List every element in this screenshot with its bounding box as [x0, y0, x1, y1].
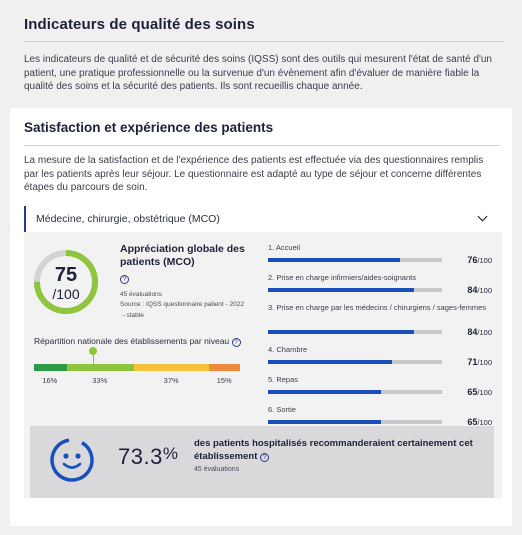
evaluation-count: 45 évaluations — [120, 291, 162, 298]
help-icon[interactable]: ? — [231, 338, 241, 347]
position-marker — [89, 347, 97, 355]
criterion-score-suffix: /100 — [477, 328, 492, 337]
smiley-icon — [50, 438, 94, 482]
criterion-score: 84/100 — [467, 285, 492, 295]
criterion-score-value: 84 — [467, 327, 478, 337]
criterion-score: 65/100 — [467, 387, 492, 397]
section-description: La mesure de la satisfaction et de l'exp… — [24, 155, 484, 193]
percent-sign: % — [162, 444, 179, 463]
accordion-header[interactable]: Médecine, chirurgie, obstétrique (MCO) — [24, 206, 502, 232]
divider — [24, 41, 504, 42]
recommendation-value: 73.3 — [118, 444, 163, 469]
quality-header: Indicateurs de qualité des soins Les ind… — [0, 0, 522, 106]
distribution-segment — [34, 364, 67, 371]
satisfaction-card: Satisfaction et expérience des patients … — [10, 108, 512, 526]
recommendation-evaluations: 45 évaluations — [194, 466, 240, 473]
trend: →stable — [120, 312, 252, 319]
distribution-percent: 15% — [216, 376, 232, 385]
criterion-bar-fill — [268, 359, 392, 364]
criterion-bar-fill — [268, 419, 382, 424]
criterion-label: 4. Chambre — [268, 345, 308, 354]
criterion-bar — [268, 419, 442, 424]
criterion-score-value: 65 — [467, 386, 478, 397]
criterion-score-suffix: /100 — [477, 417, 492, 427]
chevron-down-icon[interactable] — [477, 213, 488, 224]
repartition-title: Répartition nationale des établissements… — [34, 336, 241, 347]
distribution-percent: 37% — [163, 376, 179, 385]
recommendation-percent: 73.3% — [118, 444, 178, 470]
distribution-segment — [66, 364, 134, 371]
arrow-right-icon: → — [120, 312, 127, 319]
position-marker-line — [92, 355, 94, 364]
recommendation-box: 73.3% des patients hospitalisés recomman… — [30, 426, 494, 498]
page-description: Les indicateurs de qualité et de sécurit… — [24, 54, 492, 92]
distribution-segment — [209, 364, 240, 371]
accordion-label: Médecine, chirurgie, obstétrique (MCO) — [36, 213, 220, 225]
criterion-score: 76/100 — [467, 255, 492, 265]
score-value: 75 — [54, 264, 78, 286]
criterion-score: 71/100 — [467, 357, 492, 367]
score-ring-icon — [34, 250, 98, 314]
distribution-percent: 33% — [92, 376, 108, 385]
criterion-bar-fill — [268, 389, 382, 394]
criterion-bar — [268, 257, 442, 262]
criterion-bar-fill — [268, 330, 415, 334]
criterion-score-suffix: /100 — [477, 357, 492, 367]
trend-label: stable — [126, 312, 144, 319]
criterion-bar — [268, 359, 442, 364]
help-icon[interactable]: ? — [120, 275, 129, 284]
criterion-bar-fill — [268, 257, 401, 262]
criterion-bar — [268, 330, 442, 334]
criterion-label: 5. Repas — [268, 375, 299, 384]
criterion-score: 65/100 — [467, 417, 492, 427]
criterion-bar — [268, 389, 442, 394]
criterion-label: 2. Prise en charge infirmiers/aides-soig… — [268, 273, 416, 282]
criterion-score: 84/100 — [467, 327, 492, 337]
criterion-score-value: 76 — [467, 254, 478, 265]
distribution-segment — [133, 364, 210, 371]
criterion-label: 3. Prise en charge par les médecins / ch… — [268, 303, 487, 312]
repartition-title-text: Répartition nationale des établissements… — [34, 336, 230, 346]
score-ring: 75 /100 — [32, 248, 100, 316]
source-text: Source : IQSS questionnaire patient - 20… — [120, 301, 244, 308]
criterion-row: 3. Prise en charge par les médecins / ch… — [268, 302, 492, 337]
criterion-row: 1. Accueil 76/100 — [268, 242, 492, 265]
criterion-score-suffix: /100 — [477, 285, 492, 295]
criterion-score-value: 65 — [467, 416, 478, 427]
criterion-label: 6. Sortie — [268, 405, 296, 414]
criterion-score-suffix: /100 — [477, 255, 492, 265]
page-title: Indicateurs de qualité des soins — [24, 16, 255, 33]
recommendation-label: des patients hospitalisés recommanderaie… — [194, 438, 473, 462]
criterion-score-value: 84 — [467, 284, 478, 295]
criterion-score-value: 71 — [467, 356, 478, 367]
criterion-row: 4. Chambre 71/100 — [268, 344, 492, 367]
help-icon[interactable]: ? — [260, 452, 270, 462]
score-denominator: /100 — [52, 286, 80, 302]
criterion-label: 1. Accueil — [268, 243, 301, 252]
criterion-row: 6. Sortie 65/100 — [268, 404, 492, 427]
criterion-row: 2. Prise en charge infirmiers/aides-soig… — [268, 272, 492, 295]
recommendation-text: des patients hospitalisés recommanderaie… — [194, 438, 484, 463]
criterion-row: 5. Repas 65/100 — [268, 374, 492, 397]
distribution-percent: 16% — [42, 376, 58, 385]
section-title: Satisfaction et expérience des patients — [24, 120, 274, 135]
criterion-bar-fill — [268, 287, 415, 292]
divider — [24, 145, 500, 146]
overall-appreciation: Appréciation globale des patients (MCO) … — [120, 243, 252, 319]
appreciation-title: Appréciation globale des patients (MCO) — [120, 243, 245, 268]
criterion-bar — [268, 287, 442, 292]
criterion-score-suffix: /100 — [477, 387, 492, 397]
